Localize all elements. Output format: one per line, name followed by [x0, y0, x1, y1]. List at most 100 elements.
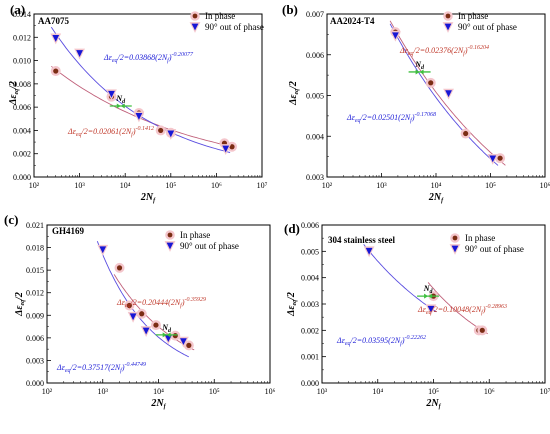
in-phase-fit-equation: Δεeq/2=0.02061(2Nf)-0.1412 [67, 125, 154, 138]
x-tick-label: 10⁴ [431, 181, 442, 190]
y-tick-label: 0.004 [13, 126, 31, 135]
y-tick-label: 0.006 [306, 51, 324, 60]
y-tick-label: 0.018 [26, 244, 44, 253]
in-phase-point [497, 155, 503, 161]
x-tick-label: 10⁵ [209, 387, 220, 396]
panel-label: (c) [4, 212, 18, 227]
out-phase-fit-equation: Δεeq/2=0.37517(2Nf)-0.44749 [56, 361, 146, 374]
out-phase-point [392, 32, 399, 40]
x-tick-label: 10⁶ [540, 181, 550, 190]
out-phase-point [129, 313, 137, 321]
legend-in-phase-label: In phase [180, 230, 210, 240]
svg-text:Δεeq/2: Δεeq/2 [288, 81, 300, 106]
out-phase-point [108, 90, 115, 98]
in-phase-fit-equation: Δεeq/2=0.10048(2Nf)-0.28963 [417, 304, 507, 316]
panel-b: 10² 10³ 10⁴ 10⁵ 10⁶ 0.003 0.004 0.005 0.006 0.007… [282, 2, 550, 204]
y-tick-label: 0.002 [301, 326, 319, 335]
legend-out-phase-label: 90° out of phase [205, 22, 264, 32]
legend-out-phase-label: 90° out of phase [465, 244, 524, 254]
y-tick-label: 0.002 [13, 150, 31, 159]
out-phase-point [445, 90, 452, 98]
x-tick-label: 10⁵ [165, 181, 176, 190]
y-tick-label: 0.004 [301, 274, 319, 283]
material-label: AA7075 [38, 16, 69, 26]
x-tick-label: 10⁵ [485, 181, 496, 190]
out-phase-point [427, 305, 435, 313]
out-phase-point [76, 50, 83, 57]
in-phase-point [186, 342, 192, 348]
out-phase-point [365, 247, 373, 255]
in-phase-point [479, 327, 485, 333]
in-phase-point [158, 127, 164, 134]
legend-in-phase-marker [167, 232, 173, 238]
in-phase-point [229, 144, 235, 150]
x-tick-label: 10³ [317, 387, 328, 396]
in-phase-fit-curve [389, 20, 506, 166]
out-phase-fit-curve [96, 241, 190, 358]
x-axis-label: 2Nf [425, 398, 441, 410]
in-phase-point [463, 130, 469, 137]
material-label: 304 stainless steel [328, 235, 395, 245]
svg-text:Nd: Nd [423, 284, 434, 295]
out-phase-point [180, 338, 187, 346]
y-tick-label: 0.014 [13, 10, 31, 19]
y-tick-label: 0.006 [301, 221, 319, 230]
svg-text:Δεeq/2: Δεeq/2 [286, 292, 298, 317]
y-tick-label: 0.000 [13, 173, 31, 182]
legend-out-phase-marker [166, 242, 174, 250]
x-tick-label: 10⁶ [484, 387, 495, 396]
y-tick-label: 0.008 [13, 80, 31, 89]
x-tick-label: 10² [322, 181, 333, 190]
legend-out-phase-marker [191, 23, 199, 31]
legend-in-phase-marker [192, 13, 198, 19]
in-phase-point [428, 80, 434, 86]
x-tick-label: 10⁶ [265, 387, 276, 396]
y-tick-label: 0.007 [306, 10, 324, 19]
panel-d: 10³ 10⁴ 10⁵ 10⁶ 10⁷ 0.000 0.001 0.002 0.003 0.004… [284, 221, 550, 410]
y-tick-label: 0.005 [306, 92, 324, 101]
plot-frame [33, 13, 263, 178]
out-phase-fit-equation: Δεeq/2=0.02501(2Nf)-0.17068 [346, 112, 436, 124]
y-tick-label: 0.005 [301, 247, 319, 256]
legend-in-phase-marker [452, 235, 458, 241]
y-axis-label: Δεeq/2 [8, 81, 20, 106]
x-tick-label: 10² [42, 387, 53, 396]
panel-label: (b) [282, 2, 298, 17]
out-phase-fit-equation: Δεeq/2=0.03868(2Nf)-0.20077 [103, 52, 194, 64]
y-axis-label: Δεeq/2 [14, 292, 26, 317]
y-tick-label: 0.003 [301, 300, 319, 309]
y-tick-label: 0.003 [26, 356, 44, 365]
nd-marker: Nd [109, 94, 132, 109]
nd-marker: Nd [155, 323, 178, 338]
x-tick-label: 10⁵ [428, 387, 439, 396]
in-phase-fit-equation: Δεeq/2=0.02376(2Nf)-0.16204 [399, 44, 489, 57]
x-tick-label: 10⁴ [153, 387, 164, 396]
y-tick-label: 0.009 [26, 311, 44, 320]
in-phase-point [116, 265, 123, 271]
legend-out-phase-marker [444, 23, 452, 31]
legend-out-phase-label: 90° out of phase [458, 22, 517, 32]
x-tick-label: 10³ [74, 181, 85, 190]
nd-marker: Nd [417, 284, 440, 299]
x-tick-label: 10³ [376, 181, 387, 190]
out-phase-point [222, 145, 230, 153]
x-tick-label: 10⁷ [540, 387, 550, 396]
in-phase-point [139, 311, 145, 317]
legend-out-phase-marker [451, 245, 459, 253]
in-phase-fit-curve [51, 65, 237, 148]
x-tick-label: 10⁴ [120, 181, 131, 190]
x-tick-label: 10⁴ [372, 387, 383, 396]
legend-in-phase-label: In phase [205, 11, 235, 21]
panel-a: 10² 10³ 10⁴ 10⁵ 10⁶ 10⁷ 0.000 0.002 0.004 0.006 0.… [8, 2, 268, 204]
in-phase-fit-equation: Δεeq/2=0.20444(2Nf)-0.35929 [116, 297, 206, 309]
panel-c: 10² 10³ 10⁴ 10⁵ 10⁶ 0.000 0.003 0.006 0.009 0.012… [4, 212, 276, 410]
svg-text:Δεeq/2: Δεeq/2 [8, 81, 20, 106]
nd-marker: Nd [408, 60, 431, 75]
x-axis-label: 2Nf [140, 192, 156, 204]
y-tick-label: 0.010 [13, 57, 31, 66]
panel-label: (a) [10, 2, 25, 17]
out-phase-point [52, 35, 60, 42]
plot-frame [326, 13, 546, 178]
